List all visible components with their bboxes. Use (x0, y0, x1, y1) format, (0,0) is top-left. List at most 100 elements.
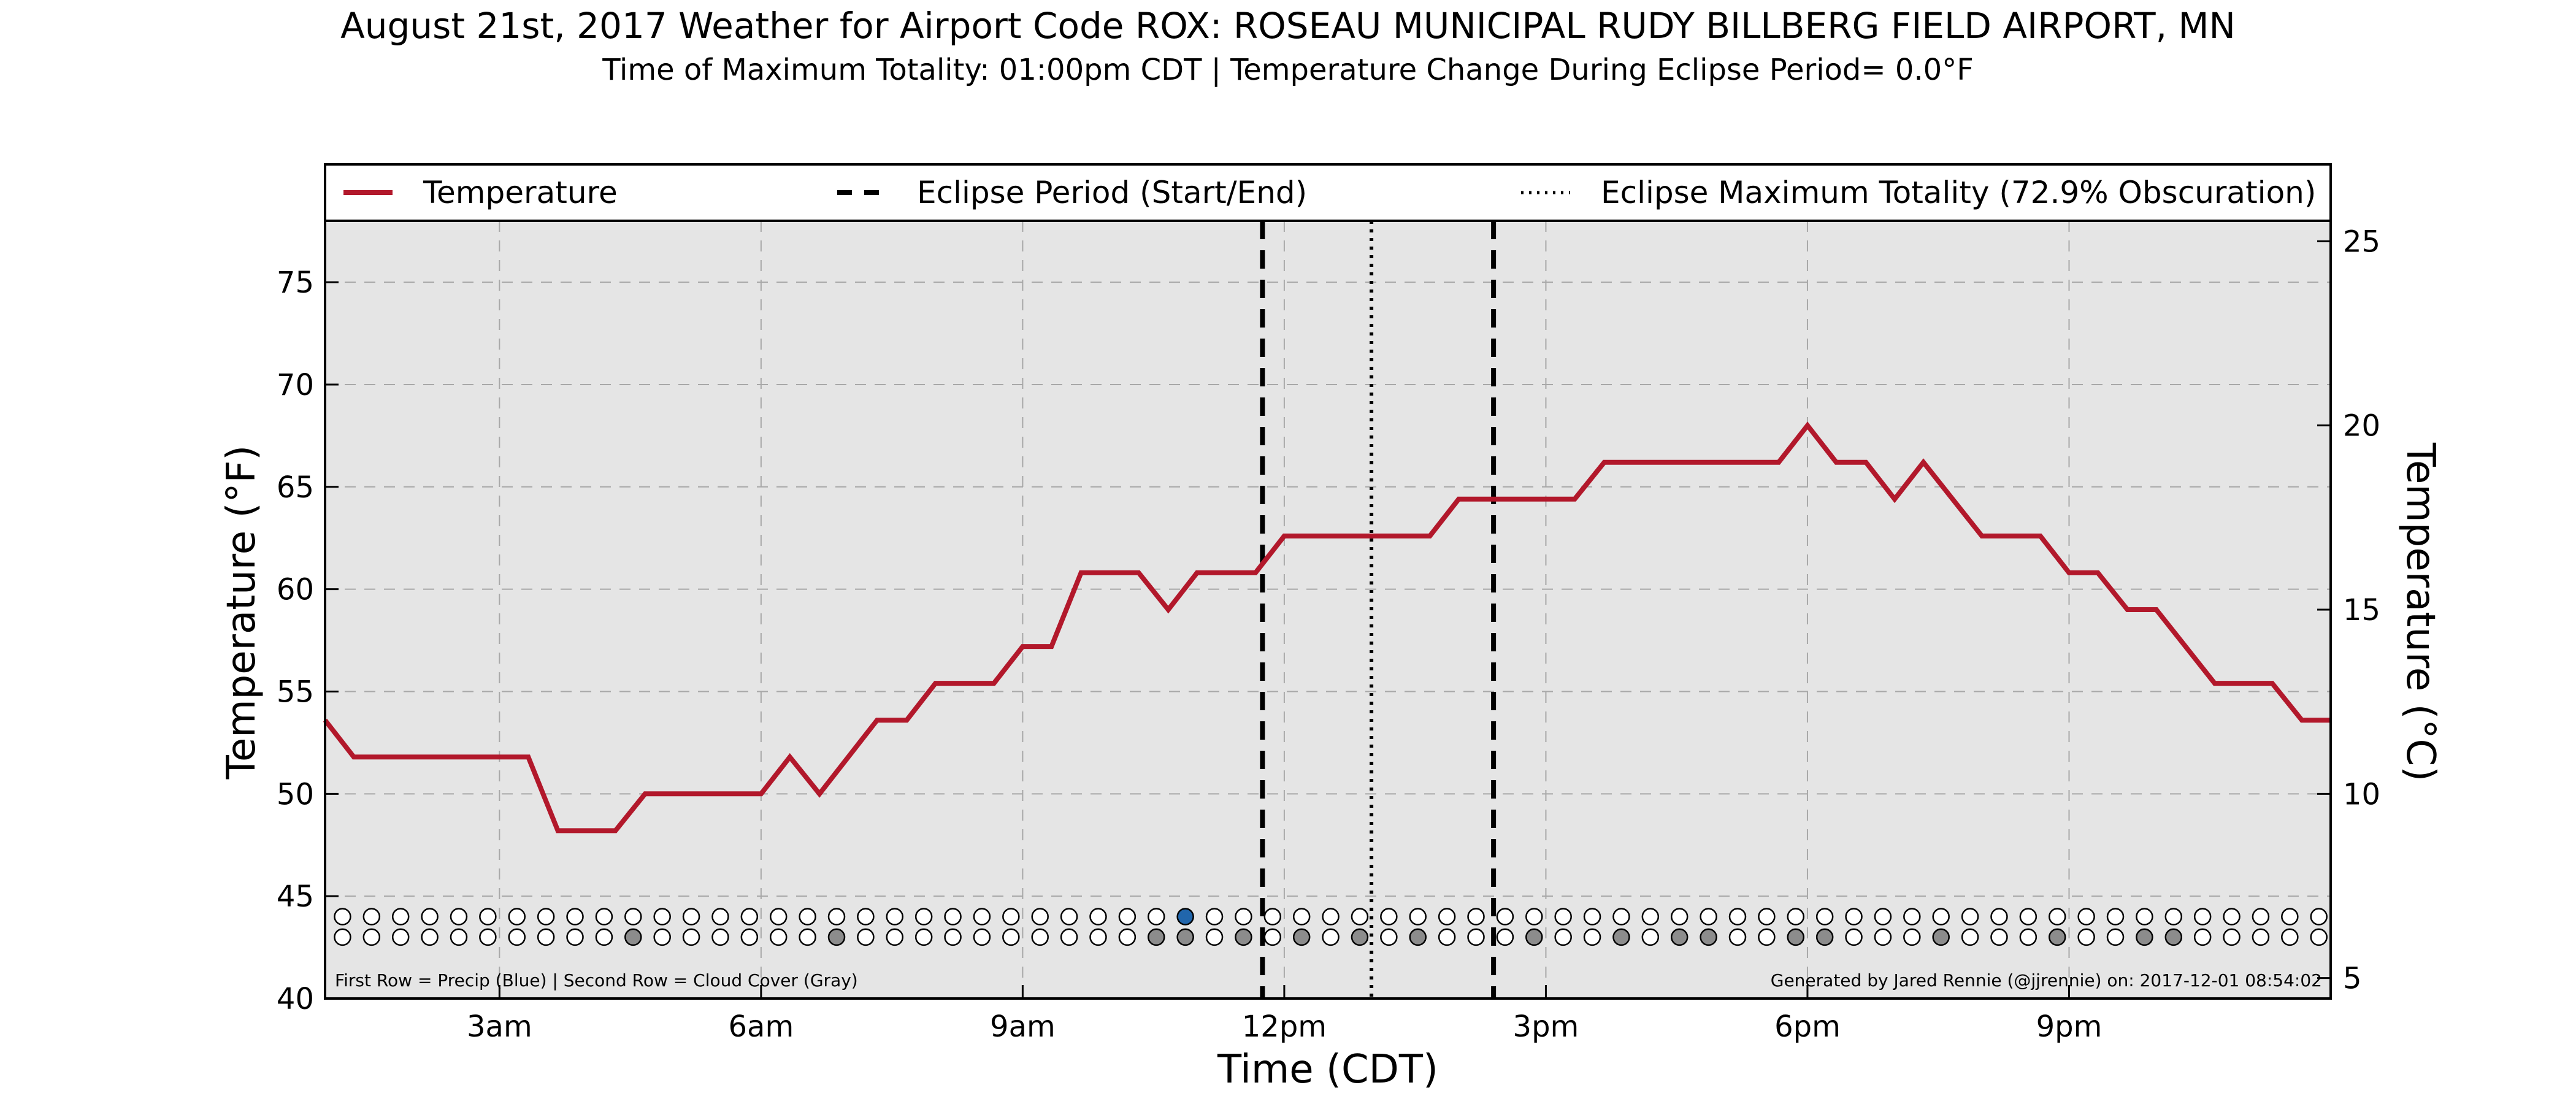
cloud-cover-marker (1148, 928, 1165, 946)
precip-marker (1583, 908, 1601, 926)
y-axis-right-ticks: 5 10 15 20 25 (2317, 224, 2380, 996)
cloud-cover-marker (682, 928, 700, 946)
cloud-cover-marker (2077, 928, 2095, 946)
precip-marker (537, 908, 555, 926)
cloud-cover-marker (421, 928, 439, 946)
precip-marker (421, 908, 439, 926)
x-tick-label: 3am (467, 1010, 532, 1044)
x-tick-label: 6am (729, 1010, 794, 1044)
cloud-cover-marker (740, 928, 759, 946)
cloud-cover-marker (1612, 928, 1630, 946)
precip-marker (2164, 908, 2183, 926)
precip-marker (1612, 908, 1630, 926)
x-tick-label: 9am (990, 1010, 1056, 1044)
precip-marker (508, 908, 526, 926)
precip-marker (1118, 908, 1137, 926)
precip-marker (1961, 908, 1979, 926)
precip-marker (2106, 908, 2125, 926)
precip-marker (1525, 908, 1543, 926)
cloud-cover-marker (2019, 928, 2037, 946)
cloud-cover-marker (595, 928, 613, 946)
plot-frame (324, 163, 2332, 1000)
precip-marker (1932, 908, 1950, 926)
legend: Temperature Eclipse Period (Start/End) Ecl… (324, 163, 2332, 222)
precip-marker (1903, 908, 1921, 926)
plot-area (325, 164, 2331, 999)
precip-marker (1670, 908, 1689, 926)
observation-rows (334, 908, 2328, 946)
x-tick-label: 6pm (1774, 1010, 1841, 1044)
cloud-cover-marker (566, 928, 584, 946)
cloud-cover-marker (1409, 928, 1427, 946)
precip-marker (624, 908, 642, 926)
y-tick-label-right: 25 (2343, 224, 2380, 259)
precip-marker (2077, 908, 2095, 926)
precip-marker (1292, 908, 1311, 926)
precip-marker (1351, 908, 1369, 926)
y-axis-left-ticks: 40 45 50 55 60 65 70 75 (277, 266, 339, 1016)
cloud-cover-marker (1961, 928, 1979, 946)
cloud-cover-marker (653, 928, 671, 946)
precip-marker (1060, 908, 1078, 926)
precip-marker (1990, 908, 2008, 926)
cloud-cover-marker (362, 928, 381, 946)
precip-marker (2019, 908, 2037, 926)
temperature-line (323, 421, 2331, 834)
precip-marker (1438, 908, 1456, 926)
precip-marker (857, 908, 875, 926)
cloud-cover-marker (1700, 928, 1717, 946)
cloud-cover-marker (827, 928, 846, 946)
cloud-cover-marker (1118, 928, 1137, 946)
cloud-cover-marker (944, 928, 962, 946)
cloud-cover-marker (1351, 928, 1369, 946)
cloud-cover-marker (624, 928, 642, 946)
cloud-cover-marker (1874, 928, 1892, 946)
temperature-series (323, 421, 2331, 834)
precip-marker (1031, 908, 1049, 926)
precip-marker (1641, 908, 1660, 926)
cloud-cover-marker (711, 928, 729, 946)
precip-marker (1728, 908, 1747, 926)
precip-marker (827, 908, 846, 926)
cloud-cover-marker (1815, 928, 1834, 946)
y-tick-label: 75 (277, 266, 314, 300)
cloud-cover-marker (799, 928, 816, 946)
precip-marker (973, 908, 991, 926)
y-tick-label-right: 20 (2343, 409, 2380, 443)
precip-marker (1002, 908, 1020, 926)
cloud-cover-marker (1845, 928, 1863, 946)
cloud-cover-marker (886, 928, 904, 946)
cloud-cover-marker (1903, 928, 1921, 946)
precip-marker (479, 908, 497, 926)
precip-marker (886, 908, 904, 926)
y-tick-label: 55 (277, 675, 314, 709)
precip-marker (944, 908, 962, 926)
cloud-cover-marker (1496, 928, 1514, 946)
precip-marker (1467, 908, 1485, 926)
cloud-cover-marker (1263, 928, 1282, 946)
cloud-cover-marker (1467, 928, 1485, 946)
cloud-cover-marker (2310, 928, 2328, 946)
cloud-cover-marker (1292, 928, 1311, 946)
y-tick-label: 65 (277, 470, 314, 505)
cloud-cover-marker (1583, 928, 1601, 946)
precip-marker (1176, 908, 1194, 926)
precip-marker (1700, 908, 1717, 926)
precip-marker (391, 908, 410, 926)
precip-marker (914, 908, 933, 926)
cloud-cover-marker (334, 928, 351, 946)
cloud-cover-marker (1990, 928, 2008, 946)
y-tick-label: 70 (277, 368, 314, 402)
cloud-cover-marker (1089, 928, 1107, 946)
y-axis-label: Temperature (°F) (219, 445, 264, 780)
precip-marker (450, 908, 468, 926)
cloud-cover-marker (1641, 928, 1660, 946)
y-tick-label-right: 15 (2343, 593, 2380, 627)
cloud-cover-marker (1002, 928, 1020, 946)
cloud-cover-marker (973, 928, 991, 946)
precip-marker (1148, 908, 1165, 926)
precip-marker (595, 908, 613, 926)
cloud-cover-marker (391, 928, 410, 946)
cloud-cover-marker (1235, 928, 1252, 946)
cloud-cover-marker (2136, 928, 2153, 946)
